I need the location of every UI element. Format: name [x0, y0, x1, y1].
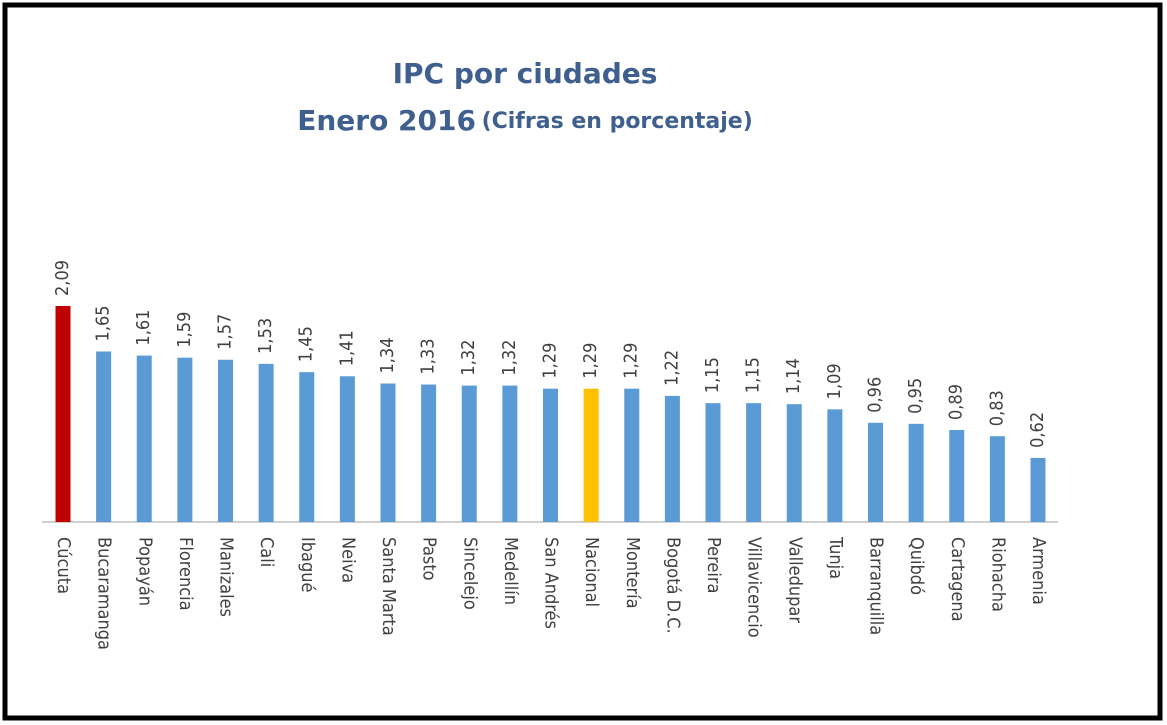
bar: [55, 306, 71, 522]
value-label: 0,89: [946, 384, 967, 420]
value-label: 1,41: [336, 330, 357, 366]
x-tick-label: Neiva: [337, 537, 358, 583]
value-label: 1,65: [93, 305, 114, 341]
x-tick-label: Bucaramanga: [94, 537, 115, 650]
value-label: 0,96: [865, 377, 886, 413]
x-tick-label: Valledupar: [784, 537, 805, 623]
x-tick-label: Medellín: [500, 537, 521, 605]
value-label: 1,61: [133, 310, 154, 346]
unit-note: (Cifras en porcentaje): [482, 109, 753, 134]
value-label: 1,34: [377, 337, 398, 373]
value-label: 1,15: [743, 357, 764, 393]
value-label: 1,29: [621, 343, 642, 379]
bar: [868, 422, 883, 522]
value-label: 1,57: [215, 314, 236, 350]
bar: [908, 423, 924, 522]
value-label: 1,32: [499, 340, 520, 376]
x-tick-label: Pereira: [703, 537, 724, 593]
value-label: 1,33: [418, 338, 439, 374]
bar: [624, 388, 640, 522]
value-label: 1,32: [458, 340, 479, 376]
subtitle: Enero 2016: [297, 104, 476, 137]
x-tick-label: Manizales: [216, 537, 237, 617]
bar: [258, 363, 274, 522]
bar: [583, 388, 599, 522]
bar: [705, 403, 721, 522]
value-label: 1,53: [255, 318, 276, 354]
value-label: 1,22: [661, 350, 682, 386]
bar: [299, 372, 315, 522]
value-label: 1,15: [702, 357, 723, 393]
bar: [949, 430, 965, 522]
chart-title: IPC por ciudades: [393, 57, 658, 90]
bar: [1030, 457, 1046, 522]
x-tick-label: Armenia: [1028, 537, 1049, 605]
bar: [380, 383, 396, 522]
x-tick-label: Nacional: [581, 537, 602, 607]
value-label: 1,45: [296, 326, 317, 362]
bar: [177, 357, 193, 522]
bar: [218, 359, 233, 522]
x-tick-label: Florencia: [175, 537, 196, 611]
x-tick-label: Cartagena: [947, 537, 968, 622]
bar: [339, 376, 355, 522]
x-tick-label: Quibdó: [906, 537, 927, 595]
x-tick-label: Cúcuta: [53, 537, 74, 594]
x-tick-label: Villavicencio: [744, 537, 765, 638]
x-tick-label: Popayán: [134, 537, 155, 606]
bar: [461, 385, 477, 522]
x-tick-label: Sincelejo: [459, 537, 480, 610]
x-tick-label: Ibagué: [297, 537, 318, 593]
bar: [786, 404, 802, 522]
x-tick-label: Barranquilla: [866, 537, 887, 635]
x-tick-label: Montería: [622, 537, 643, 609]
value-label: 1,14: [783, 358, 804, 394]
value-label: 1,59: [174, 312, 195, 348]
bar: [136, 355, 152, 522]
value-label: 1,09: [824, 363, 845, 399]
bar: [827, 409, 843, 522]
value-label: 0,95: [905, 378, 926, 414]
bar: [664, 395, 680, 522]
x-tick-label: San Andrés: [541, 537, 562, 629]
bar: [989, 436, 1005, 522]
chart-subtitle: Enero 2016 (Cifras en porcentaje): [297, 104, 753, 137]
value-label: 1,29: [580, 343, 601, 379]
x-tick-label: Bogotá D.C.: [662, 537, 683, 634]
bar: [746, 403, 762, 522]
value-label: 2,09: [52, 260, 73, 296]
bar: [421, 384, 437, 522]
x-tick-label: Santa Marta: [378, 537, 399, 636]
x-tick-label: Pasto: [419, 537, 440, 581]
value-label: 1,29: [540, 343, 561, 379]
bar: [543, 388, 558, 522]
x-tick-label: Tunja: [825, 536, 846, 579]
value-label: 0,83: [986, 390, 1007, 426]
x-tick-label: Cali: [256, 537, 277, 567]
x-tick-label: Riohacha: [987, 537, 1008, 612]
bar: [96, 351, 112, 522]
value-label: 0,62: [1027, 412, 1048, 448]
bar: [502, 385, 518, 522]
